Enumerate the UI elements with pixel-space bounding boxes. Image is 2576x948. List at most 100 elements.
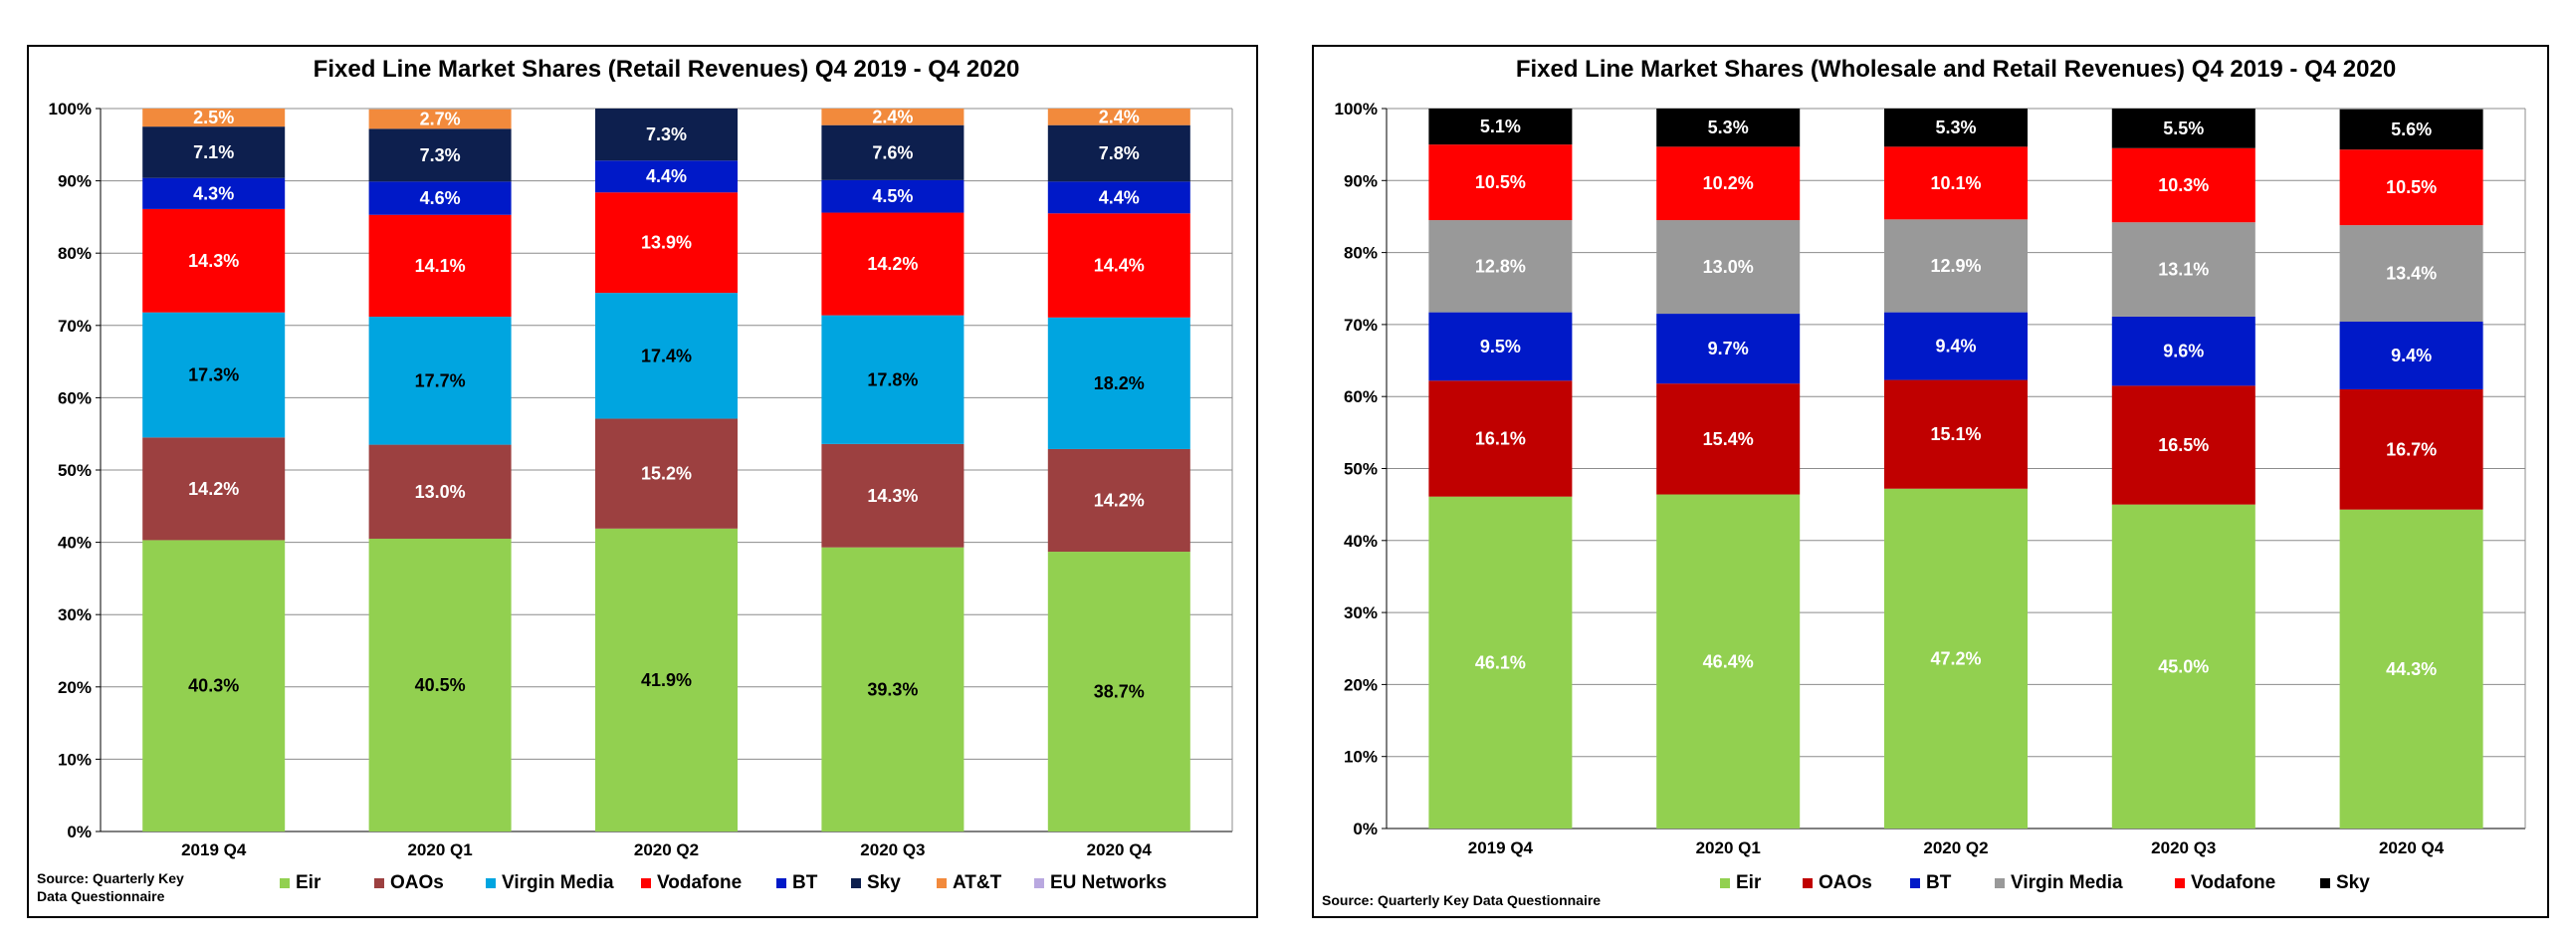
y-tick-label: 90% <box>1344 171 1378 190</box>
bar-segment <box>1884 219 2028 313</box>
legend-label: Vodafone <box>657 872 742 893</box>
bar-segment <box>821 315 965 444</box>
bar-segment <box>821 179 965 213</box>
bar-segment <box>1047 124 1190 182</box>
data-label: 14.2% <box>867 254 918 274</box>
chart-panel-retail: Fixed Line Market Shares (Retail Revenue… <box>27 45 1258 918</box>
data-label: 9.5% <box>1480 337 1521 356</box>
x-category-label: 2020 Q1 <box>1696 838 1761 857</box>
y-tick-label: 40% <box>1344 532 1378 551</box>
bar-segment <box>2339 109 2483 150</box>
data-label: 16.5% <box>2158 435 2209 455</box>
data-label: 47.2% <box>1930 648 1981 668</box>
x-category-label: 2020 Q4 <box>1087 840 1153 859</box>
legend-swatch <box>641 878 651 888</box>
legend-label: OAOs <box>1819 872 1872 893</box>
bar-segment <box>142 109 286 127</box>
data-label: 14.2% <box>188 479 239 499</box>
data-label: 9.4% <box>2391 346 2432 365</box>
data-label: 10.5% <box>1475 172 1526 192</box>
data-label: 9.4% <box>1935 337 1976 356</box>
chart-title: Fixed Line Market Shares (Retail Revenue… <box>314 56 1020 83</box>
data-label: 7.3% <box>646 124 687 144</box>
bar-segment <box>1656 220 1801 315</box>
data-label: 10.3% <box>2158 175 2209 195</box>
bar-segment <box>1047 181 1190 214</box>
data-label: 2.7% <box>420 110 461 129</box>
legend-label: Sky <box>867 872 901 893</box>
legend-swatch <box>1034 878 1044 888</box>
source-note: Source: Quarterly Key <box>37 870 184 886</box>
bar-segment <box>1656 383 1801 495</box>
data-label: 7.3% <box>420 145 461 165</box>
data-label: 14.4% <box>1094 256 1145 276</box>
bar-segment <box>595 293 738 419</box>
bar-segment <box>1047 317 1190 449</box>
bar-segment <box>2339 388 2483 510</box>
chart-panel-wholesale-retail: Fixed Line Market Shares (Wholesale and … <box>1312 45 2549 918</box>
data-label: 46.4% <box>1703 651 1754 671</box>
data-label: 13.4% <box>2386 264 2437 284</box>
data-label: 4.6% <box>420 188 461 208</box>
y-tick-label: 10% <box>1344 748 1378 767</box>
data-label: 17.8% <box>867 369 918 389</box>
source-note: Source: Quarterly Key Data Questionnaire <box>1322 892 1601 908</box>
x-category-label: 2020 Q4 <box>2379 838 2445 857</box>
y-tick-label: 50% <box>1344 460 1378 479</box>
data-label: 13.9% <box>641 233 692 253</box>
data-label: 7.1% <box>193 142 234 162</box>
y-tick-label: 80% <box>1344 244 1378 263</box>
data-label: 10.1% <box>1930 173 1981 193</box>
y-tick-label: 20% <box>58 678 92 697</box>
data-label: 17.4% <box>641 346 692 365</box>
legend-swatch <box>280 878 290 888</box>
bar-segment <box>368 444 512 539</box>
x-category-label: 2019 Q4 <box>1468 838 1534 857</box>
data-label: 14.3% <box>867 486 918 506</box>
data-label: 39.3% <box>867 679 918 699</box>
bar-segment <box>368 214 512 318</box>
data-label: 13.1% <box>2158 260 2209 280</box>
data-label: 16.1% <box>1475 428 1526 448</box>
data-label: 18.2% <box>1094 373 1145 393</box>
bar-segment <box>1884 312 2028 380</box>
bar-segment <box>1047 213 1190 318</box>
data-label: 13.0% <box>415 482 466 502</box>
x-category-label: 2020 Q2 <box>1923 838 1988 857</box>
y-tick-label: 30% <box>1344 603 1378 622</box>
data-label: 10.5% <box>2386 177 2437 197</box>
chart-svg-retail: Fixed Line Market Shares (Retail Revenue… <box>37 56 1233 904</box>
bar-segment <box>1047 448 1190 553</box>
y-tick-label: 60% <box>1344 387 1378 406</box>
y-tick-label: 100% <box>49 100 92 118</box>
y-tick-label: 70% <box>1344 316 1378 335</box>
bar-segment <box>368 109 512 129</box>
data-label: 17.3% <box>188 365 239 385</box>
bar-segment <box>1656 146 1801 221</box>
bar-segment <box>821 212 965 316</box>
legend-swatch <box>2320 878 2330 888</box>
data-label: 5.3% <box>1708 118 1749 137</box>
data-label: 10.2% <box>1703 173 1754 193</box>
bar-segment <box>2339 225 2483 323</box>
bar-segment <box>1656 109 1801 147</box>
data-label: 14.3% <box>188 251 239 271</box>
data-label: 16.7% <box>2386 439 2437 459</box>
y-tick-label: 90% <box>58 172 92 191</box>
chart-title: Fixed Line Market Shares (Wholesale and … <box>1516 56 2396 83</box>
data-label: 5.6% <box>2391 119 2432 139</box>
bar-segment <box>368 128 512 182</box>
data-label: 15.4% <box>1703 429 1754 449</box>
y-tick-label: 40% <box>58 534 92 553</box>
legend-label: BT <box>792 872 818 893</box>
data-label: 2.4% <box>872 107 913 126</box>
data-label: 9.7% <box>1708 339 1749 358</box>
data-label: 5.1% <box>1480 117 1521 136</box>
x-category-label: 2020 Q3 <box>860 840 925 859</box>
y-tick-label: 70% <box>58 317 92 336</box>
y-tick-label: 80% <box>58 244 92 263</box>
legend-label: AT&T <box>953 872 1002 893</box>
y-tick-label: 20% <box>1344 675 1378 694</box>
legend-label: EU Networks <box>1050 872 1167 893</box>
legend-swatch <box>776 878 786 888</box>
